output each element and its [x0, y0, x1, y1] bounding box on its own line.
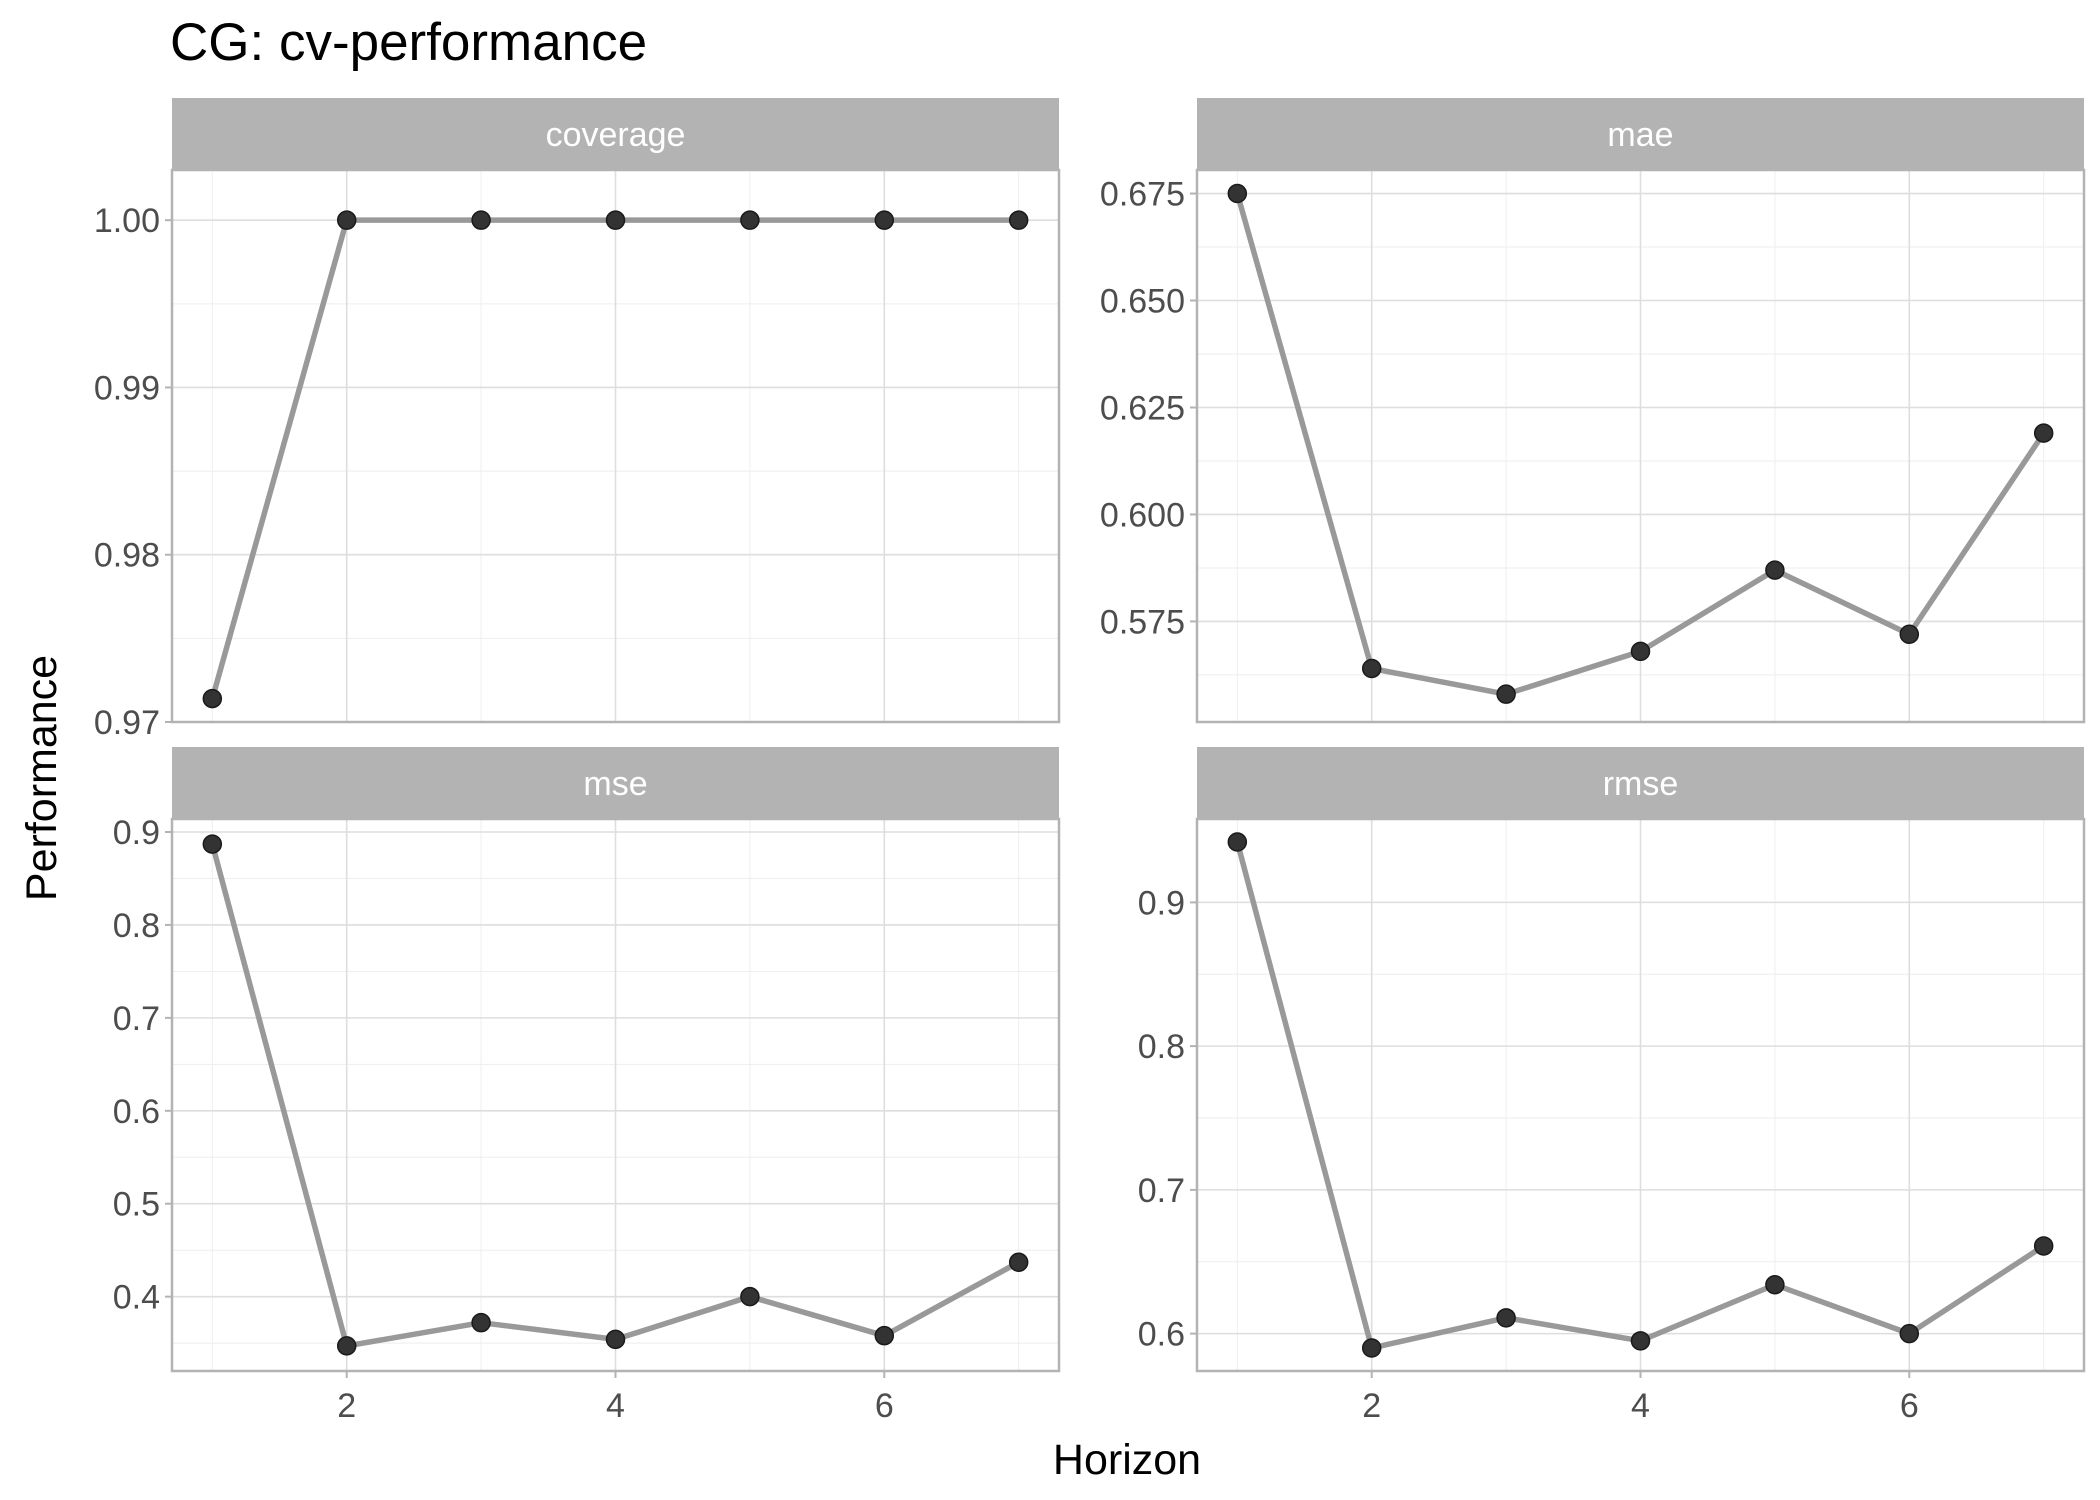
y-tick-label-mae: 0.575 [1100, 603, 1185, 641]
y-axis-title: Performance [18, 655, 66, 901]
x-tick-label: 6 [1900, 1387, 1919, 1425]
y-tick-label-mae: 0.625 [1100, 389, 1185, 427]
data-point-mae [1765, 560, 1785, 580]
x-tick-label: 2 [1362, 1387, 1381, 1425]
y-tick-label-mse: 0.9 [113, 814, 160, 852]
data-point-mse [605, 1329, 626, 1350]
data-point-coverage [874, 210, 895, 230]
data-point-coverage [471, 210, 491, 230]
y-tick-label-rmse: 0.9 [1138, 884, 1185, 922]
x-tick-label: 4 [1631, 1387, 1650, 1425]
y-tick-label-mae: 0.650 [1100, 283, 1185, 321]
data-point-rmse [1630, 1331, 1651, 1351]
y-tick-label-mse: 0.5 [113, 1186, 160, 1224]
y-tick-label-rmse: 0.6 [1138, 1316, 1185, 1354]
y-tick-label-mse: 0.8 [113, 907, 160, 945]
data-point-mse [740, 1286, 760, 1307]
panel-coverage: coverage 0.97 0.98 0.99 1.00 [94, 98, 1061, 742]
data-point-mse [336, 1336, 357, 1356]
strip-label-mse: mse [583, 765, 647, 803]
data-point-mse [202, 834, 223, 854]
data-point-mse [471, 1312, 491, 1333]
facet-panels: coverage 0.97 0.98 0.99 1.00 mae 0.575 0.600 0.6… [94, 98, 2086, 1425]
panel-rmse: rmse 0.6 0.7 0.8 0.9 2 4 6 [1138, 747, 2086, 1425]
strip-mse [172, 747, 1059, 819]
y-tick-label-coverage: 0.98 [94, 537, 160, 575]
y-tick-label-mse: 0.7 [113, 1000, 160, 1038]
y-tick-label-mae: 0.600 [1100, 496, 1185, 534]
y-tick-label-mse: 0.6 [113, 1093, 160, 1131]
data-point-mse [874, 1325, 895, 1346]
data-point-mae [1227, 183, 1248, 204]
data-point-mse [1008, 1252, 1029, 1273]
y-tick-label-mae: 0.675 [1100, 176, 1185, 214]
x-tick-label: 4 [606, 1387, 625, 1425]
strip-label-coverage: coverage [546, 116, 686, 154]
data-point-coverage [1008, 210, 1029, 230]
data-point-mae [1899, 624, 1920, 645]
strip-rmse [1197, 747, 2084, 819]
y-tick-label-mse: 0.4 [113, 1279, 160, 1317]
data-point-rmse [1765, 1275, 1785, 1295]
strip-mae [1197, 98, 2084, 170]
x-tick-label: 6 [875, 1387, 894, 1425]
data-point-rmse [1227, 832, 1248, 852]
data-point-coverage [605, 210, 626, 230]
y-tick-label-coverage: 0.97 [94, 704, 160, 742]
panel-mse: mse 0.4 0.5 0.6 0.7 0.8 0.9 2 4 6 [113, 747, 1061, 1425]
strip-label-mae: mae [1607, 116, 1673, 154]
x-axis-title: Horizon [1053, 1436, 1201, 1484]
panel-border-coverage [170, 168, 1061, 724]
chart-title: CG: cv-performance [170, 13, 647, 72]
data-point-rmse [1361, 1338, 1382, 1358]
y-tick-label-rmse: 0.8 [1138, 1028, 1185, 1066]
data-point-coverage [740, 210, 760, 230]
strip-coverage [172, 98, 1059, 170]
y-tick-label-rmse: 0.7 [1138, 1172, 1185, 1210]
data-point-rmse [1899, 1323, 1920, 1344]
x-tick-label: 2 [337, 1387, 356, 1425]
data-point-mae [2033, 423, 2054, 443]
data-point-mae [1496, 684, 1516, 704]
y-tick-label-coverage: 0.99 [94, 369, 160, 407]
data-point-rmse [1496, 1308, 1516, 1328]
y-tick-label-coverage: 1.00 [94, 202, 160, 240]
panel-border-mae [1195, 168, 2086, 724]
data-point-rmse [2033, 1236, 2054, 1256]
data-point-mae [1630, 641, 1651, 662]
strip-label-rmse: rmse [1603, 765, 1679, 803]
data-point-mae [1361, 658, 1382, 679]
panel-mae: mae 0.575 0.600 0.625 0.650 0.675 [1100, 98, 2086, 724]
data-point-coverage [202, 688, 223, 709]
data-point-coverage [336, 210, 357, 230]
